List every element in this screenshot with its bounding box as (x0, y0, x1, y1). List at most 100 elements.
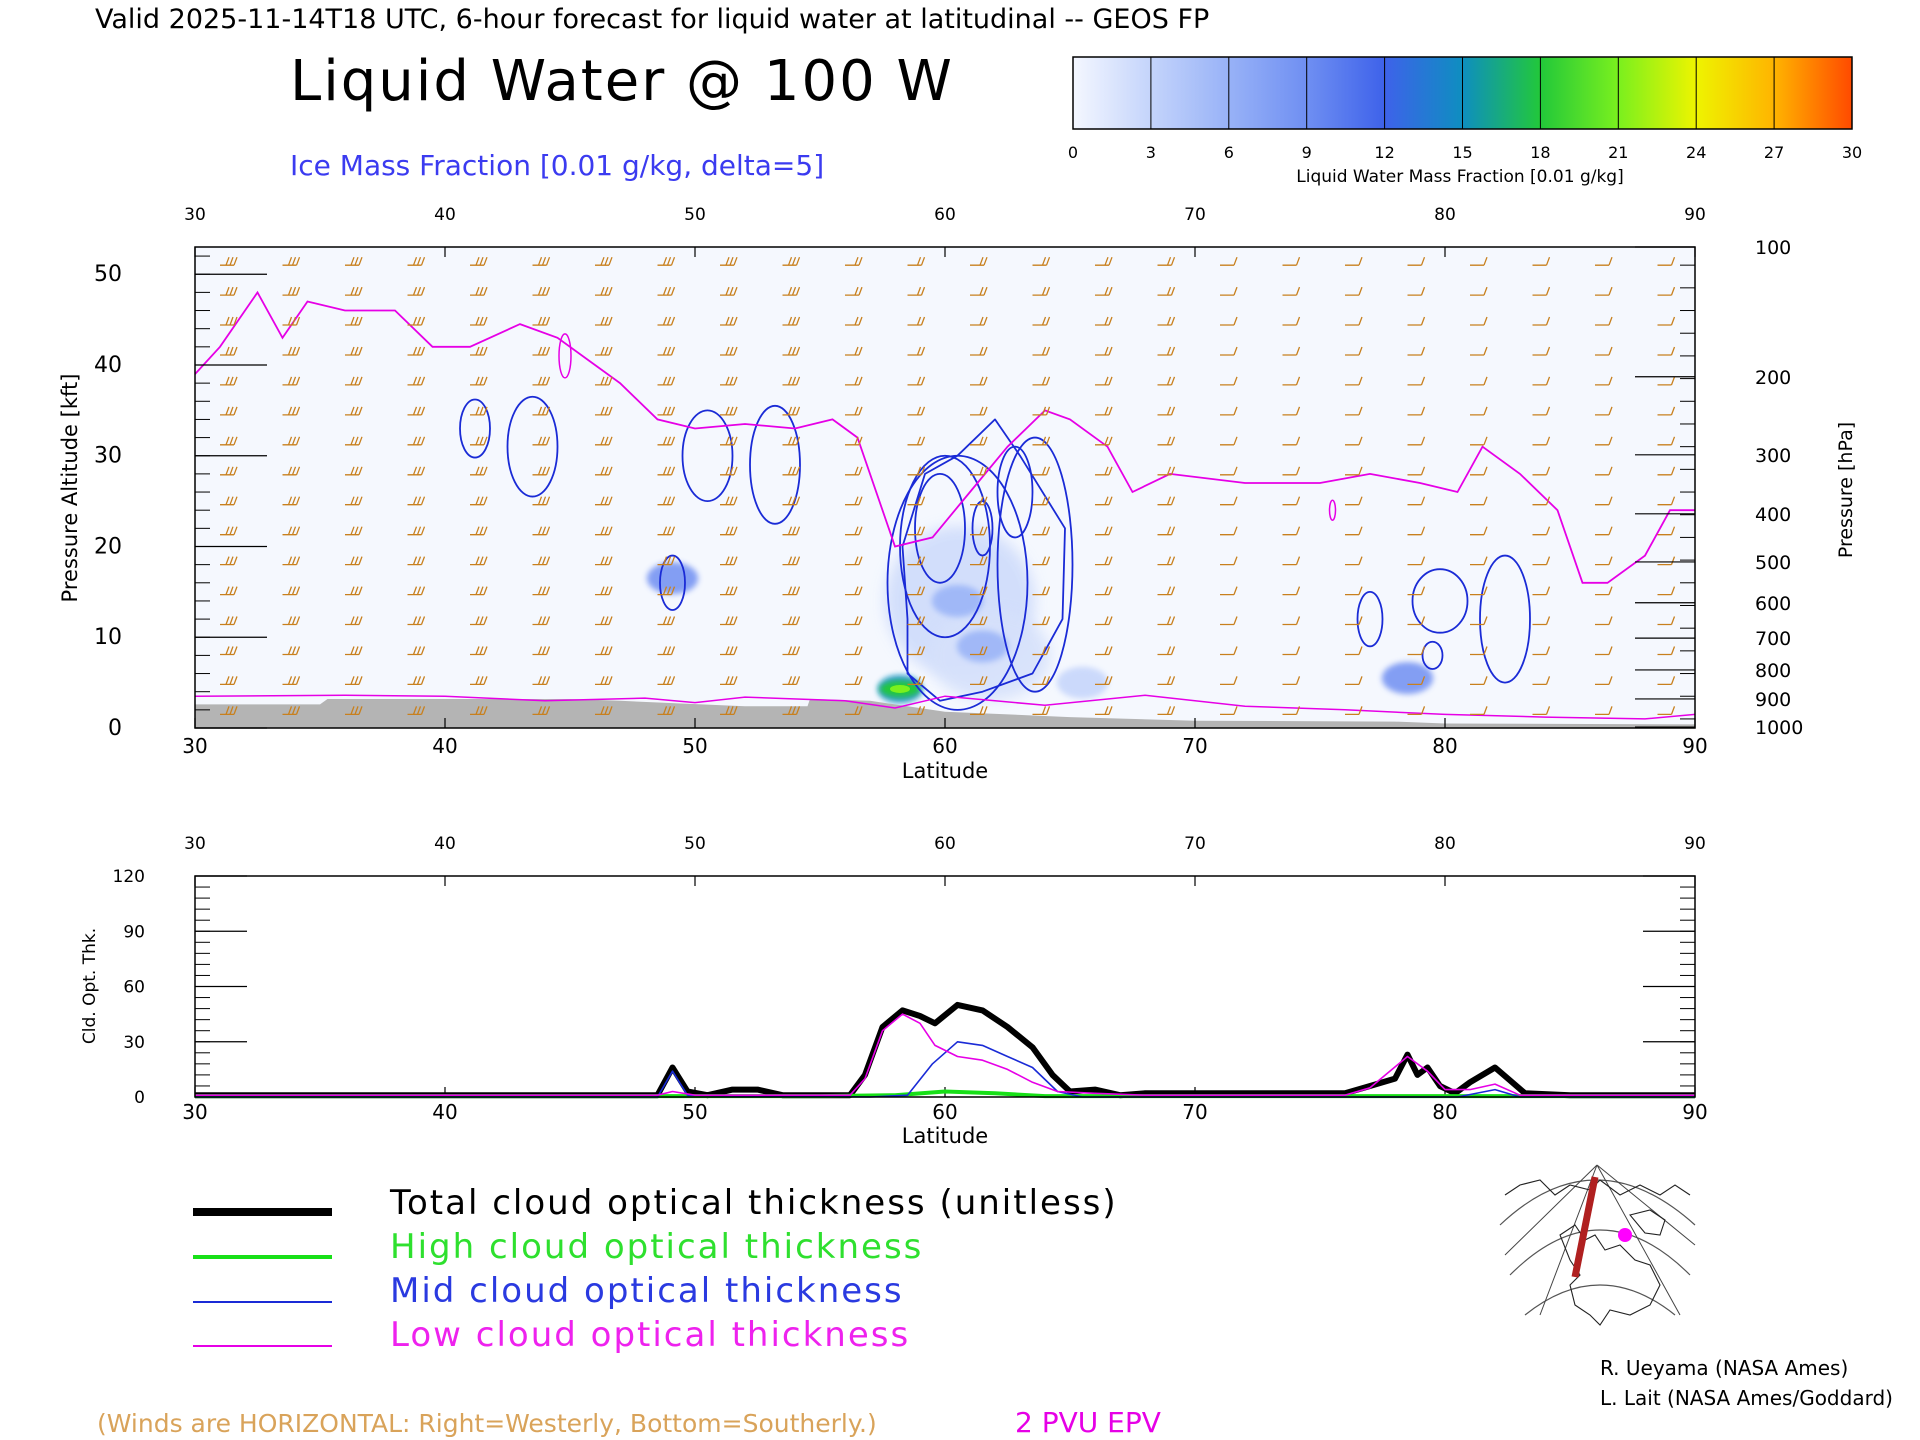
wind-barb (1345, 286, 1363, 296)
ot-xlabel: Latitude (902, 1124, 988, 1148)
wind-barb (907, 676, 926, 686)
wind-barb (1095, 286, 1113, 296)
wind-barb (970, 406, 988, 416)
wind-barb (1595, 676, 1613, 686)
wind-barb (407, 526, 426, 536)
wind-barb (1657, 556, 1676, 566)
wind-barb (1595, 466, 1613, 476)
ot-x-tick-label: 70 (1182, 1100, 1207, 1124)
wind-barb (782, 376, 801, 386)
ot-mid-line (195, 1041, 1695, 1098)
wind-barb (657, 256, 676, 266)
wind-barb (595, 646, 613, 656)
wind-barb (470, 376, 488, 386)
wind-barb (907, 646, 926, 656)
wind-barb (720, 646, 738, 656)
wind-barb (532, 466, 551, 476)
wind-barb (1407, 376, 1426, 386)
wind-barb (1532, 346, 1551, 356)
wind-barb (220, 346, 238, 356)
wind-barb (595, 376, 613, 386)
right-tick-label: 400 (1755, 504, 1791, 526)
wind-barb (407, 676, 426, 686)
wind-barb (1157, 646, 1176, 656)
wind-barb (595, 526, 613, 536)
ot-x-tick-label: 50 (682, 1100, 707, 1124)
wind-barb (595, 286, 613, 296)
ot-top-tick-label: 40 (434, 834, 456, 854)
wind-barb (1095, 646, 1113, 656)
wind-barb (657, 616, 676, 626)
wind-barb (1032, 586, 1051, 596)
wind-barb (1032, 646, 1051, 656)
wind-barbs (220, 256, 1676, 716)
wind-barb (1657, 676, 1676, 686)
wind-barb (1220, 556, 1238, 566)
wind-barb (1345, 496, 1363, 506)
wind-barb (407, 646, 426, 656)
wind-barb (1407, 406, 1426, 416)
x-tick-label: 70 (1182, 734, 1207, 758)
wind-barb (1032, 316, 1051, 326)
wind-barb (1532, 436, 1551, 446)
ice-contour (996, 436, 1074, 693)
wind-barb (595, 586, 613, 596)
wind-barb (1407, 586, 1426, 596)
wind-barb (532, 346, 551, 356)
wind-barb (345, 586, 363, 596)
wind-barb (1282, 706, 1301, 716)
wind-barb (1220, 676, 1238, 686)
wind-barb (782, 316, 801, 326)
wind-barb (532, 256, 551, 266)
wind-barb (1095, 556, 1113, 566)
lw-blob (1056, 666, 1109, 699)
wind-barb (407, 466, 426, 476)
pv-2pvu-line (194, 290, 1695, 584)
wind-barb (595, 556, 613, 566)
wind-barb (1532, 256, 1551, 266)
wind-barb (1345, 586, 1363, 596)
wind-barb (595, 316, 613, 326)
wind-barb (782, 496, 801, 506)
wind-barb (1157, 436, 1176, 446)
wind-barb (907, 376, 926, 386)
wind-barb (1032, 436, 1051, 446)
wind-barb (720, 316, 738, 326)
wind-barb (220, 526, 238, 536)
optical-thickness-frame (194, 875, 1696, 1098)
wind-barb (1532, 616, 1551, 626)
wind-barb (220, 376, 238, 386)
wind-barb (595, 616, 613, 626)
wind-barb (470, 676, 488, 686)
wind-barb (1657, 646, 1676, 656)
wind-barb (220, 676, 238, 686)
ot-top-tick-label: 50 (684, 834, 706, 854)
wind-barb (720, 706, 738, 716)
wind-barb (1657, 406, 1676, 416)
wind-barb (970, 436, 988, 446)
wind-barb (970, 256, 988, 266)
x-tick-label: 90 (1682, 734, 1707, 758)
ice-contour (1421, 640, 1444, 670)
wind-barb (1595, 376, 1613, 386)
wind-barb (657, 676, 676, 686)
wind-barb (470, 616, 488, 626)
wind-barb (1595, 706, 1613, 716)
wind-barb (1157, 346, 1176, 356)
wind-barb (1532, 646, 1551, 656)
legend-total-label: Total cloud optical thickness (unitless) (389, 1183, 1118, 1223)
wind-barb (1345, 526, 1363, 536)
wind-barb (1470, 496, 1488, 506)
ice-contour-outer (901, 418, 1066, 702)
wind-barb (1657, 346, 1676, 356)
wind-barb (1532, 526, 1551, 536)
wind-barb (407, 286, 426, 296)
wind-barb (1407, 316, 1426, 326)
wind-barb (1470, 706, 1488, 716)
optical-thickness-panel: 30 40 50 60 70 80 90 30 40 50 60 70 80 90 0 30 60 90 120 L… (80, 834, 1708, 1148)
wind-barb (1282, 646, 1301, 656)
wind-barb (595, 466, 613, 476)
wind-barb (782, 646, 801, 656)
wind-barb (1157, 586, 1176, 596)
wind-barb (1032, 526, 1051, 536)
